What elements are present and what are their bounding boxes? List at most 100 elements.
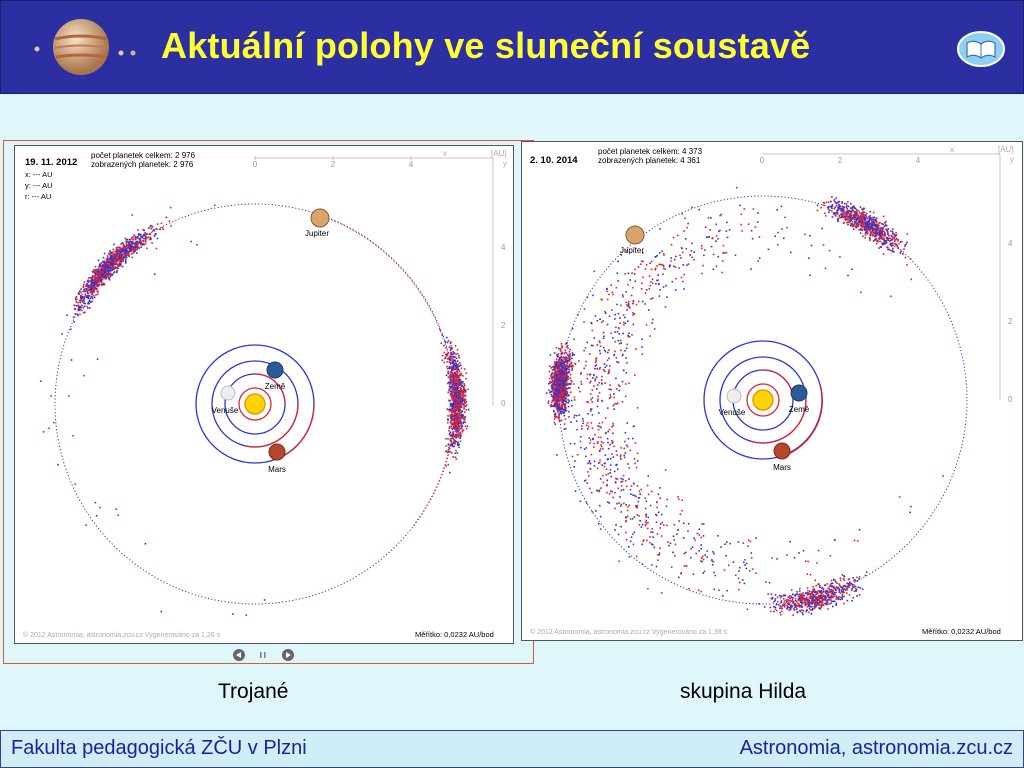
- asteroid-dot: [121, 249, 124, 251]
- asteroid-dot: [821, 587, 823, 589]
- asteroid-dot: [563, 403, 566, 406]
- asteroid-dot: [128, 246, 131, 249]
- next-icon[interactable]: [282, 649, 294, 661]
- asteroid-dot: [865, 571, 868, 573]
- asteroid-dot: [882, 242, 885, 245]
- asteroid-dot: [839, 205, 841, 208]
- asteroid-dot: [553, 352, 556, 354]
- asteroid-dot: [460, 392, 462, 394]
- asteroid-dot: [122, 258, 124, 261]
- asteroid-dot: [83, 283, 85, 286]
- asteroid-dot: [865, 214, 867, 217]
- asteroid-dot: [628, 555, 631, 558]
- asteroid-dot: [620, 511, 622, 513]
- asteroid-dot: [626, 509, 629, 512]
- asteroid-dot: [454, 421, 456, 424]
- asteroid-dot: [672, 535, 675, 538]
- asteroid-dot: [143, 229, 146, 232]
- asteroid-dot: [562, 396, 564, 399]
- asteroid-dot: [871, 220, 874, 223]
- asteroid-dot: [809, 234, 811, 237]
- asteroid-dot: [856, 212, 858, 214]
- asteroid-dot: [850, 212, 852, 215]
- asteroid-dot: [848, 586, 850, 588]
- asteroid-dot: [683, 552, 685, 555]
- pause-icon[interactable]: [260, 652, 266, 658]
- asteroid-dot: [883, 225, 886, 227]
- asteroid-dot: [110, 256, 112, 259]
- asteroid-dot: [851, 223, 854, 225]
- asteroid-dot: [564, 387, 566, 390]
- asteroid-dot: [456, 381, 459, 383]
- asteroid-dot: [455, 378, 458, 381]
- asteroid-dot: [722, 244, 725, 247]
- asteroid-dot: [814, 602, 817, 604]
- asteroid-dot: [822, 588, 825, 590]
- asteroid-dot: [155, 228, 157, 230]
- asteroid-dot: [457, 414, 459, 416]
- asteroid-dot: [572, 353, 574, 355]
- asteroid-dot: [109, 250, 111, 252]
- asteroid-dot: [79, 290, 81, 293]
- asteroid-dot: [111, 274, 114, 276]
- asteroid-dot: [796, 602, 799, 604]
- asteroid-dot: [874, 235, 876, 238]
- asteroid-dot: [567, 344, 569, 347]
- asteroid-dot: [792, 593, 794, 595]
- asteroid-dot: [464, 394, 467, 397]
- asteroid-dot: [451, 411, 453, 414]
- asteroid-dot: [557, 382, 560, 384]
- asteroid-dot: [561, 368, 563, 370]
- asteroid-dot: [827, 608, 829, 610]
- asteroid-dot: [114, 258, 117, 260]
- asteroid-dot: [869, 238, 871, 240]
- asteroid-dot: [448, 426, 451, 428]
- asteroid-dot: [811, 598, 814, 600]
- asteroid-dot: [101, 269, 103, 271]
- asteroid-dot: [452, 365, 455, 368]
- asteroid-dot: [459, 433, 462, 435]
- axis-unit: [AU]: [491, 149, 507, 158]
- asteroid-dot: [449, 438, 452, 440]
- asteroid-dot: [555, 363, 557, 366]
- asteroid-dot: [458, 425, 461, 428]
- asteroid-dot: [611, 490, 613, 493]
- asteroid-dot: [797, 598, 800, 600]
- asteroid-dot: [586, 482, 589, 484]
- asteroid-dot: [129, 250, 132, 253]
- asteroid-dot: [91, 290, 94, 293]
- asteroid-dot: [132, 238, 134, 241]
- asteroid-dot: [776, 600, 779, 603]
- asteroid-dot: [830, 588, 833, 591]
- asteroid-dot: [862, 207, 865, 210]
- asteroid-dot: [454, 378, 456, 381]
- asteroid-dot: [634, 442, 637, 444]
- asteroid-dot: [842, 590, 844, 592]
- asteroid-dot: [855, 222, 858, 225]
- asteroid-dot: [830, 590, 832, 593]
- asteroid-dot: [842, 592, 844, 594]
- asteroid-dot: [81, 305, 83, 307]
- book-icon[interactable]: [957, 31, 1005, 67]
- prev-icon[interactable]: [233, 649, 245, 661]
- asteroid-dot: [656, 501, 658, 504]
- asteroid-dot: [845, 203, 848, 205]
- asteroid-dot: [465, 405, 467, 407]
- asteroid-dot: [119, 260, 122, 262]
- asteroid-dot: [105, 276, 107, 278]
- asteroid-dot: [82, 285, 85, 287]
- asteroid-dot: [102, 264, 104, 266]
- asteroid-dot: [563, 395, 565, 398]
- asteroid-dot: [626, 362, 628, 364]
- asteroid-dot: [443, 344, 445, 347]
- asteroid-dot: [454, 356, 456, 358]
- asteroid-dot: [779, 607, 781, 610]
- asteroid-dot: [599, 528, 602, 530]
- asteroid-dot: [562, 367, 565, 370]
- asteroid-dot: [109, 266, 111, 269]
- asteroid-dot: [451, 380, 453, 382]
- asteroid-dot: [455, 380, 457, 382]
- asteroid-dot: [106, 260, 109, 262]
- asteroid-dot: [802, 610, 805, 612]
- asteroid-dot: [100, 279, 102, 282]
